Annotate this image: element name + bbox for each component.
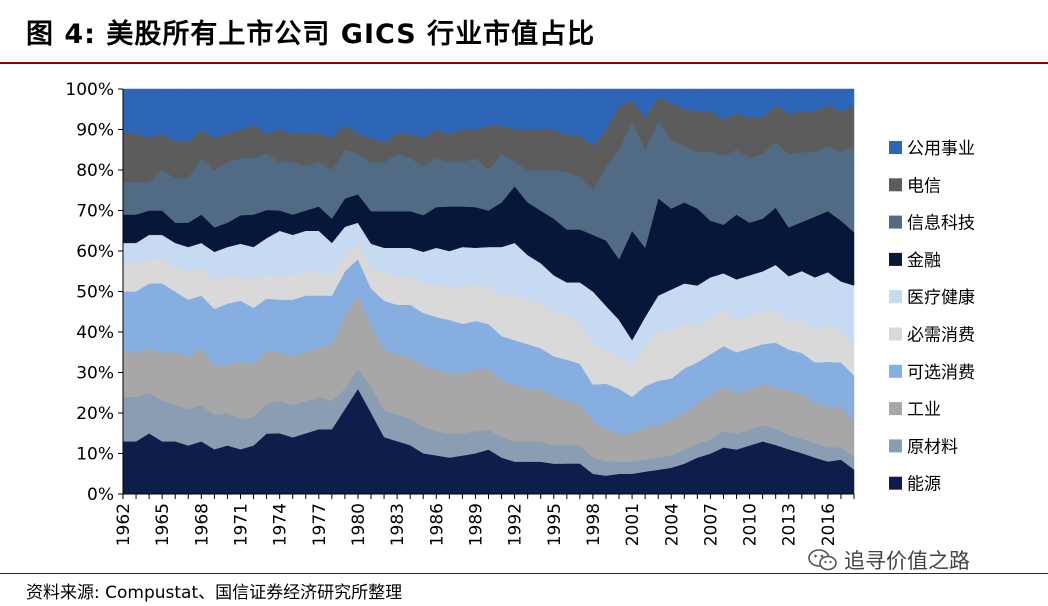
legend-label: 原材料 — [907, 437, 958, 457]
x-tick-label: 2004 — [662, 503, 682, 546]
legend-label: 工业 — [907, 400, 941, 420]
y-tick-label: 30% — [76, 364, 114, 384]
y-tick-label: 0% — [87, 485, 114, 505]
legend-swatch — [889, 476, 902, 490]
y-tick-label: 10% — [76, 445, 114, 465]
x-tick-label: 1989 — [466, 503, 486, 546]
legend-swatch — [889, 178, 902, 192]
legend-label: 必需消费 — [907, 326, 975, 346]
legend-label: 能源 — [907, 475, 941, 495]
x-tick-label: 1980 — [349, 503, 369, 546]
x-tick-label: 2007 — [701, 503, 721, 546]
legend-label: 信息科技 — [907, 214, 975, 234]
y-tick-label: 40% — [76, 323, 114, 343]
x-tick-label: 1998 — [584, 503, 604, 546]
x-tick-label: 2001 — [623, 503, 643, 546]
x-tick-label: 2013 — [780, 503, 800, 546]
chart-areas — [122, 88, 855, 495]
x-tick-label: 1971 — [231, 503, 251, 546]
x-tick-label: 1986 — [427, 503, 447, 546]
legend-swatch — [889, 290, 902, 304]
x-tick-label: 1965 — [153, 503, 173, 546]
x-tick-label: 2016 — [819, 503, 839, 546]
legend-swatch — [889, 215, 902, 229]
legend-swatch — [889, 439, 902, 453]
x-tick-label: 1974 — [271, 503, 291, 546]
x-tick-label: 1962 — [114, 503, 134, 546]
x-tick-label: 1995 — [545, 503, 565, 546]
chart-axes: 0% 10% 20% 30% 40% 50% 60% 70% 80% 90% 100% 1962 196… — [65, 80, 855, 546]
watermark-text: 追寻价值之路 — [844, 549, 970, 573]
page-title: 图 4: 美股所有上市公司 GICS 行业市值占比 — [26, 19, 596, 50]
legend-swatch — [889, 252, 902, 266]
x-tick-label: 2010 — [741, 503, 761, 546]
legend-swatch — [889, 364, 902, 378]
legend-swatch — [889, 141, 902, 154]
wechat-icon — [808, 549, 837, 571]
source-note: 资料来源: Compustat、国信证券经济研究所整理 — [26, 583, 403, 603]
legend-label: 电信 — [907, 176, 941, 196]
y-tick-label: 50% — [76, 283, 114, 303]
x-tick-label: 1977 — [310, 503, 330, 546]
legend-label: 公用事业 — [907, 139, 975, 159]
x-tick-label: 1968 — [192, 503, 212, 546]
y-tick-label: 20% — [76, 404, 114, 424]
x-tick-label: 1983 — [388, 503, 408, 546]
y-tick-label: 60% — [76, 242, 114, 262]
chart: 0% 10% 20% 30% 40% 50% 60% 70% 80% 90% 100% 1962 196… — [65, 80, 975, 546]
y-tick-label: 70% — [76, 202, 114, 222]
area-series-9 — [122, 88, 855, 147]
y-tick-label: 90% — [76, 121, 114, 141]
footer-divider — [0, 573, 1048, 574]
legend-label: 医疗健康 — [907, 288, 975, 308]
legend-swatch — [889, 327, 902, 341]
y-tick-label: 100% — [65, 80, 114, 100]
y-tick-label: 80% — [76, 161, 114, 181]
legend-label: 金融 — [907, 251, 941, 271]
legend-swatch — [889, 402, 902, 416]
watermark: 追寻价值之路 — [808, 546, 970, 574]
title-bar: 图 4: 美股所有上市公司 GICS 行业市值占比 — [0, 0, 1048, 64]
legend-label: 可选消费 — [907, 363, 975, 383]
x-tick-label: 1992 — [506, 503, 526, 546]
